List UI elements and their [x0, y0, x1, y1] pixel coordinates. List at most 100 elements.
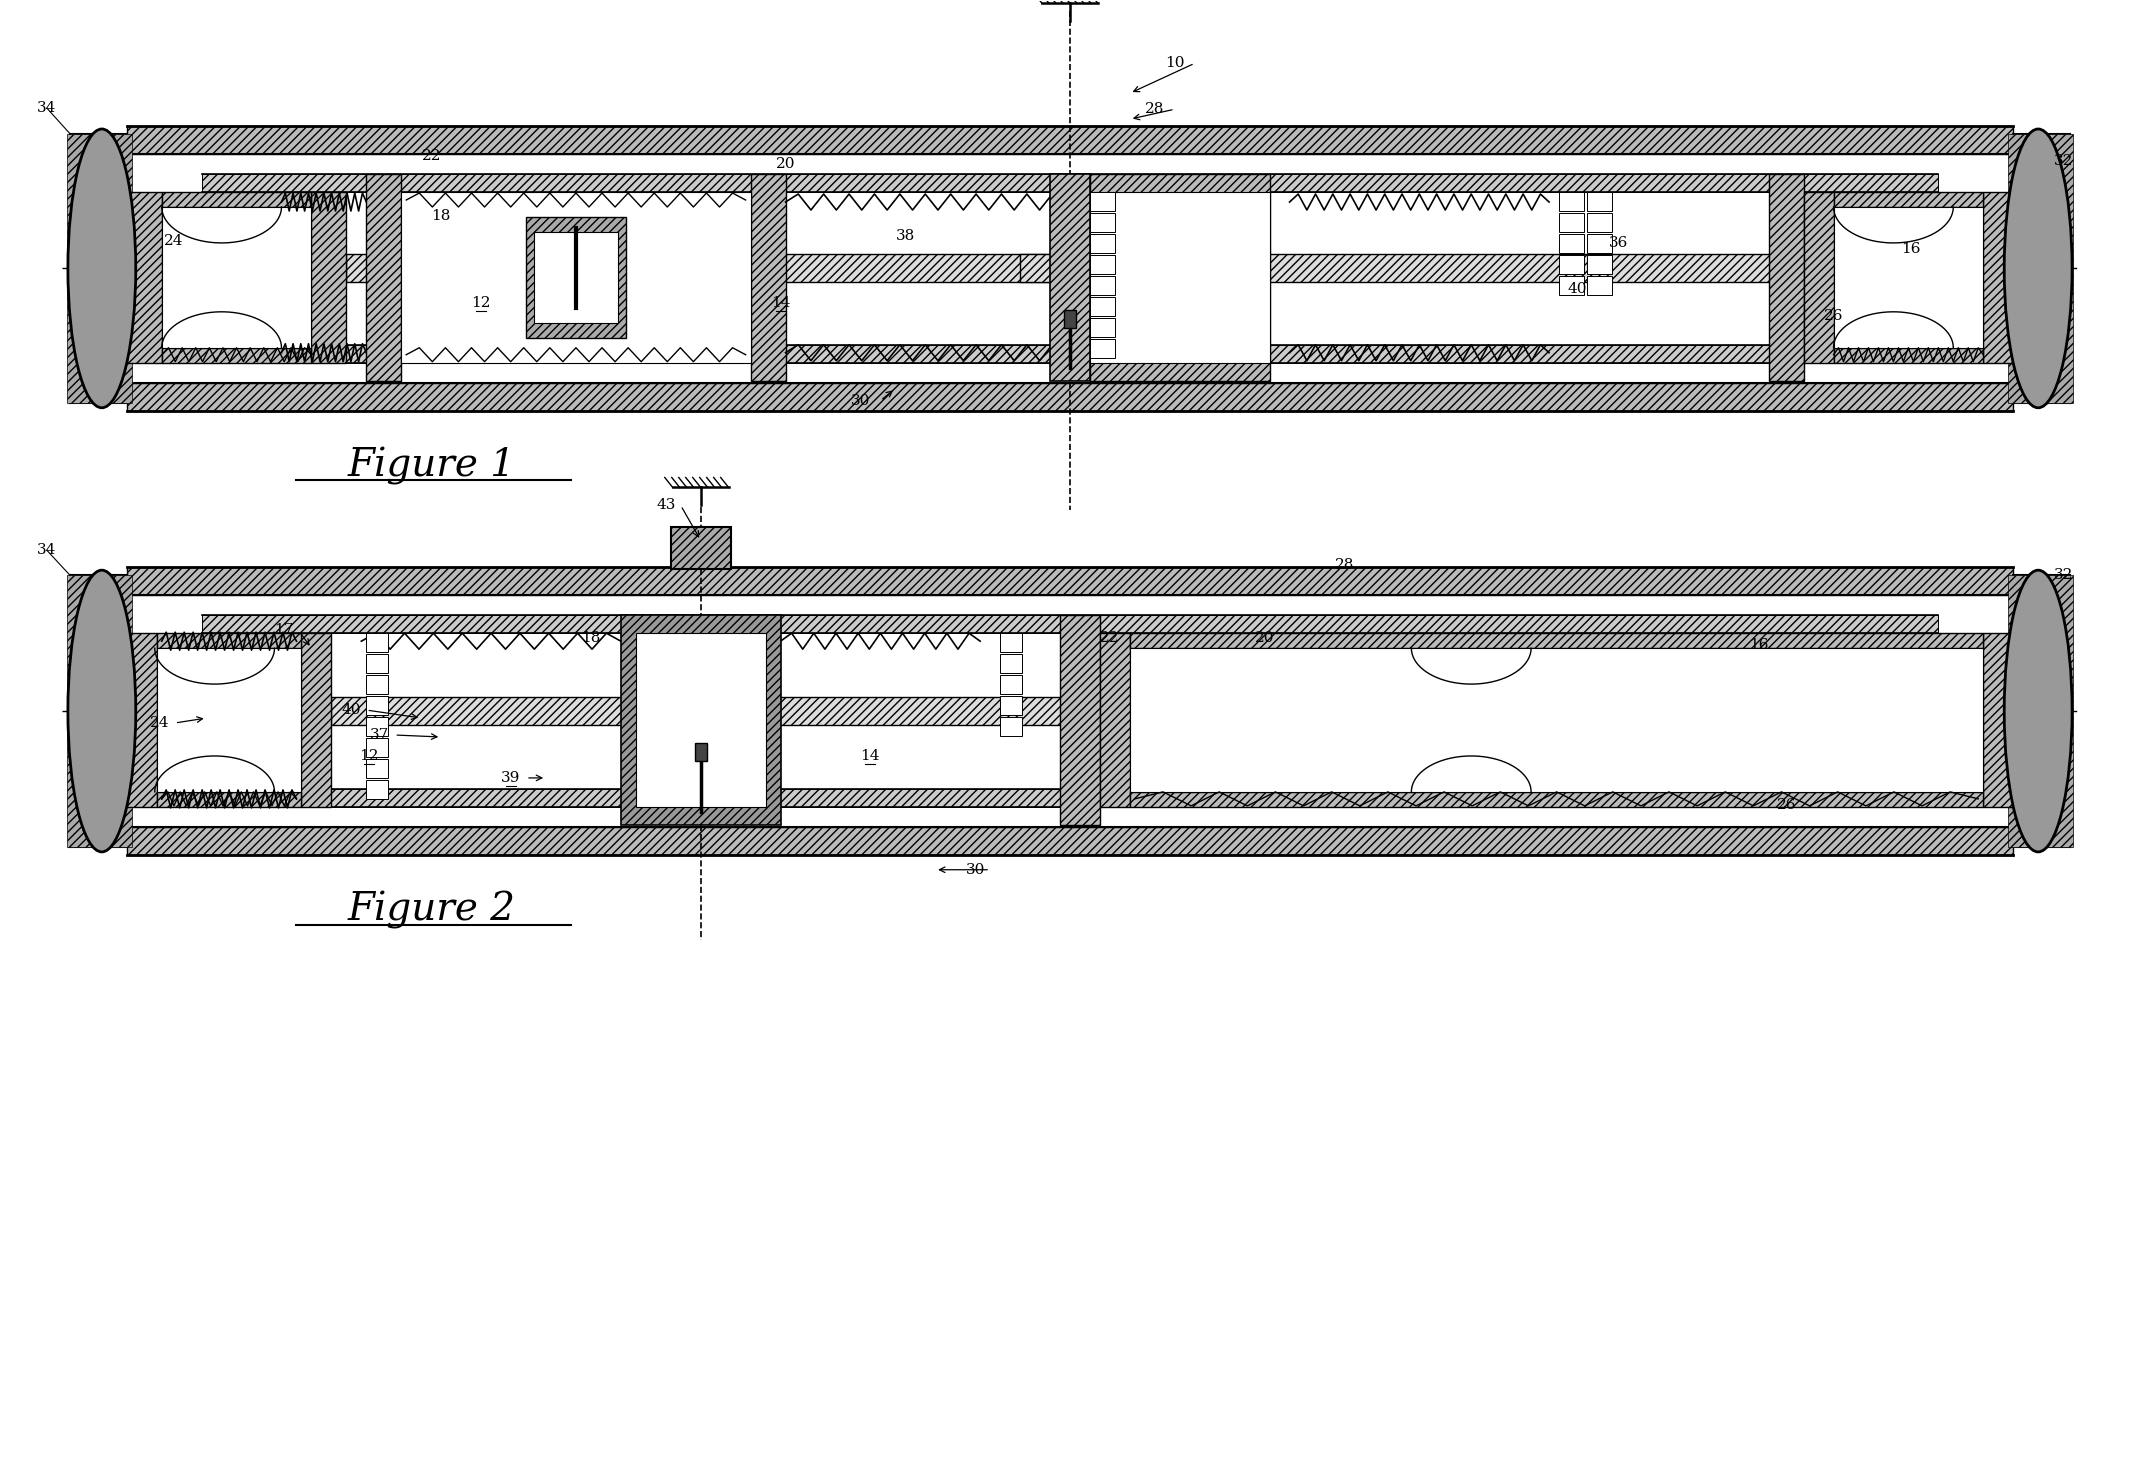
Text: 40: 40: [341, 703, 360, 717]
Ellipse shape: [68, 571, 136, 852]
Bar: [126, 634, 158, 807]
Text: 28: 28: [1335, 559, 1354, 572]
Bar: [1000, 654, 1021, 673]
Bar: [2008, 133, 2072, 402]
Bar: [620, 615, 780, 824]
Bar: [330, 697, 2013, 725]
Bar: [1983, 634, 2013, 807]
Bar: [66, 133, 132, 402]
Bar: [126, 126, 2013, 154]
Bar: [1586, 192, 1612, 211]
Bar: [1060, 615, 1100, 824]
Bar: [2008, 575, 2072, 846]
Bar: [367, 654, 388, 673]
Bar: [162, 192, 311, 207]
Text: 32: 32: [2053, 154, 2072, 169]
Text: 36: 36: [1610, 236, 1629, 249]
Bar: [367, 695, 388, 714]
Bar: [1000, 675, 1021, 694]
Text: 28: 28: [1145, 103, 1164, 116]
Bar: [527, 217, 627, 337]
Text: 30: 30: [851, 393, 870, 408]
Bar: [1089, 233, 1115, 252]
Bar: [1558, 213, 1584, 232]
Text: 24: 24: [164, 233, 183, 248]
Ellipse shape: [68, 129, 136, 408]
Bar: [533, 232, 618, 323]
Bar: [162, 348, 311, 362]
Bar: [158, 648, 301, 792]
Bar: [695, 742, 706, 761]
Text: 34: 34: [36, 543, 58, 557]
Ellipse shape: [2004, 129, 2072, 408]
Text: 16: 16: [1748, 638, 1767, 653]
Text: 26: 26: [1776, 798, 1797, 811]
Text: 12: 12: [471, 296, 490, 310]
Bar: [1834, 192, 1983, 207]
Text: 10: 10: [1164, 56, 1185, 70]
Bar: [1089, 175, 1271, 380]
Bar: [311, 192, 345, 362]
Text: 12: 12: [360, 750, 379, 763]
Text: 17: 17: [273, 623, 294, 637]
Bar: [1834, 348, 1983, 362]
Text: 38: 38: [895, 229, 915, 244]
Bar: [367, 175, 401, 380]
Bar: [1000, 717, 1021, 736]
Text: 14: 14: [772, 296, 791, 310]
Bar: [1130, 792, 1983, 807]
Bar: [158, 792, 301, 807]
Text: 22: 22: [422, 150, 441, 163]
Text: 18: 18: [431, 208, 450, 223]
Bar: [1000, 695, 1021, 714]
Bar: [126, 568, 2013, 596]
Text: 39: 39: [501, 772, 520, 785]
Bar: [1089, 318, 1115, 337]
Text: Figure 1: Figure 1: [348, 446, 516, 484]
Bar: [126, 192, 162, 362]
Bar: [1089, 192, 1271, 362]
Bar: [1770, 175, 1804, 380]
Bar: [1089, 213, 1115, 232]
Bar: [1089, 192, 1115, 211]
Bar: [1089, 276, 1115, 295]
Ellipse shape: [2004, 571, 2072, 852]
Bar: [1019, 254, 1834, 282]
Bar: [1558, 233, 1584, 252]
Text: Figure 2: Figure 2: [348, 890, 516, 929]
Bar: [1089, 255, 1115, 274]
Bar: [367, 780, 388, 800]
Bar: [203, 345, 1938, 362]
Bar: [1586, 233, 1612, 252]
Text: 18: 18: [582, 631, 601, 645]
Bar: [1130, 648, 1983, 792]
Text: 22: 22: [1100, 631, 1119, 645]
Bar: [1064, 311, 1077, 329]
Bar: [1089, 296, 1115, 315]
Bar: [158, 634, 301, 648]
Bar: [367, 758, 388, 778]
Bar: [1051, 175, 1089, 380]
Text: 37: 37: [369, 728, 388, 742]
Text: 32: 32: [2053, 568, 2072, 582]
Bar: [203, 789, 1938, 807]
Text: 14: 14: [861, 750, 881, 763]
Bar: [162, 207, 311, 348]
Bar: [1804, 192, 1834, 362]
Text: 20: 20: [776, 157, 795, 172]
Bar: [1558, 192, 1584, 211]
Bar: [1586, 213, 1612, 232]
Bar: [126, 383, 2013, 411]
Bar: [401, 192, 750, 362]
Bar: [66, 575, 132, 846]
Text: 24: 24: [149, 716, 168, 731]
Bar: [1100, 634, 1130, 807]
Bar: [1000, 634, 1021, 653]
Bar: [672, 528, 731, 569]
Bar: [1130, 634, 1983, 648]
Bar: [367, 717, 388, 736]
Text: 26: 26: [1823, 308, 1844, 323]
Bar: [203, 175, 1938, 192]
Bar: [126, 827, 2013, 855]
Bar: [1586, 255, 1612, 274]
